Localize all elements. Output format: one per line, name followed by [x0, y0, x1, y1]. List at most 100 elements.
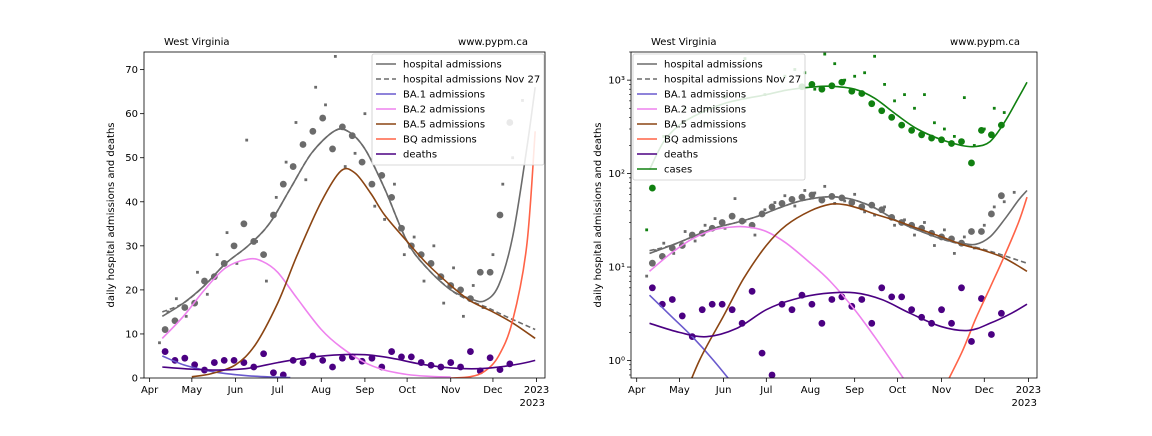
legend-label: deaths [664, 150, 698, 161]
data-point [368, 354, 376, 362]
x-tick-label: Jun [227, 385, 244, 396]
data-point [274, 195, 278, 199]
data-point [196, 270, 199, 274]
data-point [743, 219, 747, 223]
data-point [693, 239, 697, 243]
data-point [309, 352, 317, 360]
data-point [873, 213, 876, 217]
data-point [383, 218, 386, 221]
data-point [284, 160, 288, 164]
y-tick-label: 10 [125, 329, 138, 340]
data-point [338, 354, 346, 362]
data-point [265, 279, 268, 283]
data-point [393, 182, 396, 186]
data-point [329, 145, 336, 153]
data-point [783, 194, 787, 198]
data-point [181, 304, 189, 311]
data-point [948, 319, 955, 327]
data-point [353, 151, 357, 155]
data-point [978, 228, 985, 235]
data-point [968, 228, 975, 235]
data-point [270, 369, 277, 377]
data-point [873, 54, 876, 58]
data-point [843, 78, 847, 82]
data-point [733, 197, 737, 201]
x-tick-label: Oct [889, 385, 906, 396]
data-point [962, 235, 966, 239]
y-tick-label: 0 [132, 374, 138, 385]
series-line [648, 225, 905, 378]
data-point [230, 242, 238, 250]
data-point [645, 274, 649, 278]
data-point [388, 348, 396, 355]
legend: hospital admissions hospital admissions N… [371, 53, 545, 166]
data-point [304, 178, 308, 182]
data-point [235, 262, 239, 265]
data-point [768, 371, 776, 378]
data-point [853, 192, 857, 196]
data-point [240, 359, 248, 366]
data-point [813, 191, 817, 195]
data-point [363, 112, 367, 116]
data-point [778, 199, 786, 207]
y-tick-label: 20 [125, 285, 138, 296]
data-point [968, 159, 975, 167]
data-point [324, 103, 327, 107]
data-point [662, 241, 666, 245]
data-point [181, 354, 189, 362]
legend-label: BQ admissions [664, 135, 738, 146]
plot-area [158, 55, 536, 378]
series-line [191, 167, 536, 378]
series-line [649, 291, 1028, 338]
x-tick-label: Aug [801, 385, 821, 396]
data-point [161, 326, 169, 333]
legend-box [632, 53, 806, 181]
data-point [496, 366, 504, 374]
data-point [220, 356, 228, 364]
data-point [913, 106, 916, 110]
legend: hospital admissions hospital admissions N… [632, 53, 806, 181]
data-point [923, 93, 926, 97]
data-point [823, 52, 827, 56]
data-point [260, 350, 267, 358]
data-point [319, 114, 327, 122]
data-point [868, 319, 876, 327]
data-point [962, 96, 966, 100]
chart-title-right: www.pypm.ca [458, 37, 528, 48]
data-point [788, 306, 796, 314]
data-point [407, 353, 415, 361]
data-point [491, 253, 495, 257]
data-point [893, 99, 896, 103]
data-point [982, 223, 986, 227]
data-point [319, 356, 327, 364]
data-point [923, 221, 926, 224]
data-point [958, 138, 965, 145]
data-point [240, 220, 248, 228]
legend-label: hospital admissions Nov 27 [664, 75, 801, 86]
plot-frame [143, 51, 546, 379]
legend-label: BA.5 admissions [664, 120, 746, 131]
data-point [863, 210, 867, 214]
legend-label: cases [664, 165, 692, 176]
data-point [903, 218, 906, 222]
data-point [678, 312, 686, 320]
legend-label: BA.2 admissions [664, 105, 746, 116]
data-point [728, 212, 736, 220]
x-tick-label: Jun [715, 385, 732, 396]
series-line [161, 257, 451, 378]
data-point [314, 85, 318, 89]
x-tick-label: May [669, 385, 690, 396]
legend-label: BA.1 admissions [403, 90, 485, 101]
data-point [988, 210, 995, 218]
data-point [348, 132, 356, 140]
y-tick-label: 10² [608, 169, 625, 180]
data-point [486, 354, 494, 362]
data-point [818, 319, 826, 327]
data-point [329, 363, 336, 371]
legend-label: BA.1 admissions [664, 90, 746, 101]
data-point [883, 83, 886, 86]
legend-label: BA.2 admissions [403, 105, 485, 116]
data-point [968, 338, 975, 345]
data-point [933, 244, 936, 247]
